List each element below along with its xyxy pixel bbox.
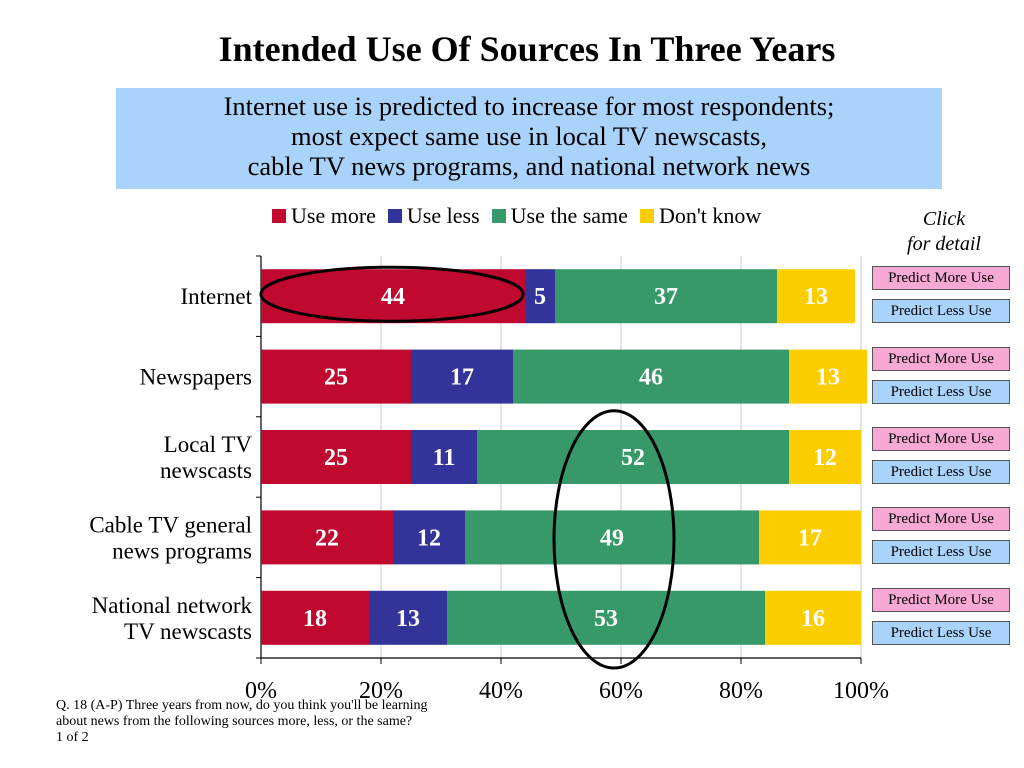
bar-use-less [411,349,513,404]
x-tick-label: 100% [833,678,889,704]
category-label: Newspapers [140,365,252,390]
bar-use-the-same [465,510,759,565]
predict-more-use-button[interactable]: Predict More Use [872,346,1010,371]
subtitle-line-3: cable TV news programs, and national net… [247,151,811,181]
predict-more-use-button[interactable]: Predict More Use [872,266,1010,291]
click-for-detail-note: Click for detail [890,207,998,257]
legend-label-use-same: Use the same [510,203,628,228]
category-label: Local TV [164,432,253,457]
x-tick-label: 20% [359,678,403,704]
category-label: newscasts [160,458,252,483]
bar-use-more [261,510,393,565]
data-label: 13 [396,606,420,632]
data-label: 12 [417,525,441,551]
page-title: Intended Use Of Sources In Three Years [218,29,836,69]
footnote-line-3: 1 of 2 [56,730,89,745]
bar-use-the-same [555,269,777,324]
bar-don-t-know [765,590,861,645]
category-label: TV newscasts [124,619,252,644]
data-label: 53 [594,606,618,632]
predict-more-use-button[interactable]: Predict More Use [872,427,1010,451]
bar-use-the-same [513,349,789,404]
legend-label-use-more: Use more [291,203,376,228]
data-label: 13 [804,284,828,310]
data-label: 22 [315,525,339,551]
predict-less-use-button[interactable]: Predict Less Use [872,620,1010,645]
category-label: news programs [112,538,252,563]
bar-don-t-know [777,269,855,324]
legend-swatch-use-less [387,209,402,223]
category-label: Cable TV general [89,512,252,537]
x-tick-label: 60% [599,678,643,704]
bar-use-the-same [447,590,765,645]
bar-use-less [525,269,555,324]
data-label: 44 [381,284,405,310]
data-label: 17 [798,525,822,551]
legend-swatch-use-more [272,209,286,223]
data-label: 12 [813,445,837,471]
highlight-ellipse [552,409,676,670]
chart-legend: Use more Use less Use the same Don't kno… [272,203,773,229]
category-label: National network [92,593,253,618]
subtitle-line-1: Internet use is predicted to increase fo… [223,91,835,121]
data-label: 11 [433,445,456,471]
legend-item-dont-know: Don't know [639,203,762,229]
bar-use-more [261,430,411,484]
bar-use-the-same [477,430,789,484]
legend-swatch-use-same [491,209,506,223]
footnote-line-2: about news from the following sources mo… [56,714,413,729]
legend-item-use-less: Use less [387,203,480,229]
footnote: Q. 18 (A-P) Three years from now, do you… [56,698,428,746]
legend-item-use-same: Use the same [491,203,628,229]
category-label: Internet [180,284,252,309]
data-label: 18 [303,606,327,632]
bar-use-less [411,430,477,484]
legend-item-use-more: Use more [272,203,376,229]
bar-don-t-know [789,349,867,404]
data-label: 25 [324,365,348,391]
data-label: 17 [450,365,474,391]
footnote-line-1: Q. 18 (A-P) Three years from now, do you… [56,698,428,713]
bar-use-more [261,590,369,645]
legend-label-dont-know: Don't know [658,203,762,228]
legend-label-use-less: Use less [406,203,480,228]
predict-less-use-button[interactable]: Predict Less Use [872,540,1010,565]
data-label: 46 [639,365,663,391]
bar-don-t-know [759,510,861,565]
x-tick-label: 0% [245,678,277,704]
data-label: 49 [600,525,624,551]
data-label: 5 [534,284,546,310]
predict-more-use-button[interactable]: Predict More Use [872,507,1010,532]
predict-less-use-button[interactable]: Predict Less Use [872,379,1010,404]
bar-use-more [261,349,411,404]
data-label: 52 [621,445,645,471]
predict-less-use-button[interactable]: Predict Less Use [872,460,1010,484]
click-note-line-1: Click [922,208,966,230]
bar-use-less [369,590,447,645]
subtitle-line-2: most expect same use in local TV newscas… [291,121,767,151]
predict-less-use-button[interactable]: Predict Less Use [872,299,1010,324]
bar-don-t-know [789,430,861,484]
data-label: 37 [654,284,678,310]
highlight-ellipse [259,265,525,323]
data-label: 13 [816,365,840,391]
bar-use-less [393,510,465,565]
x-tick-label: 40% [479,678,523,704]
x-tick-label: 80% [719,678,763,704]
subtitle-box: Internet use is predicted to increase fo… [116,88,942,189]
click-note-line-2: for detail [907,233,981,255]
data-label: 25 [324,445,348,471]
legend-swatch-dont-know [639,209,654,223]
predict-more-use-button[interactable]: Predict More Use [872,587,1010,612]
data-label: 16 [801,606,825,632]
